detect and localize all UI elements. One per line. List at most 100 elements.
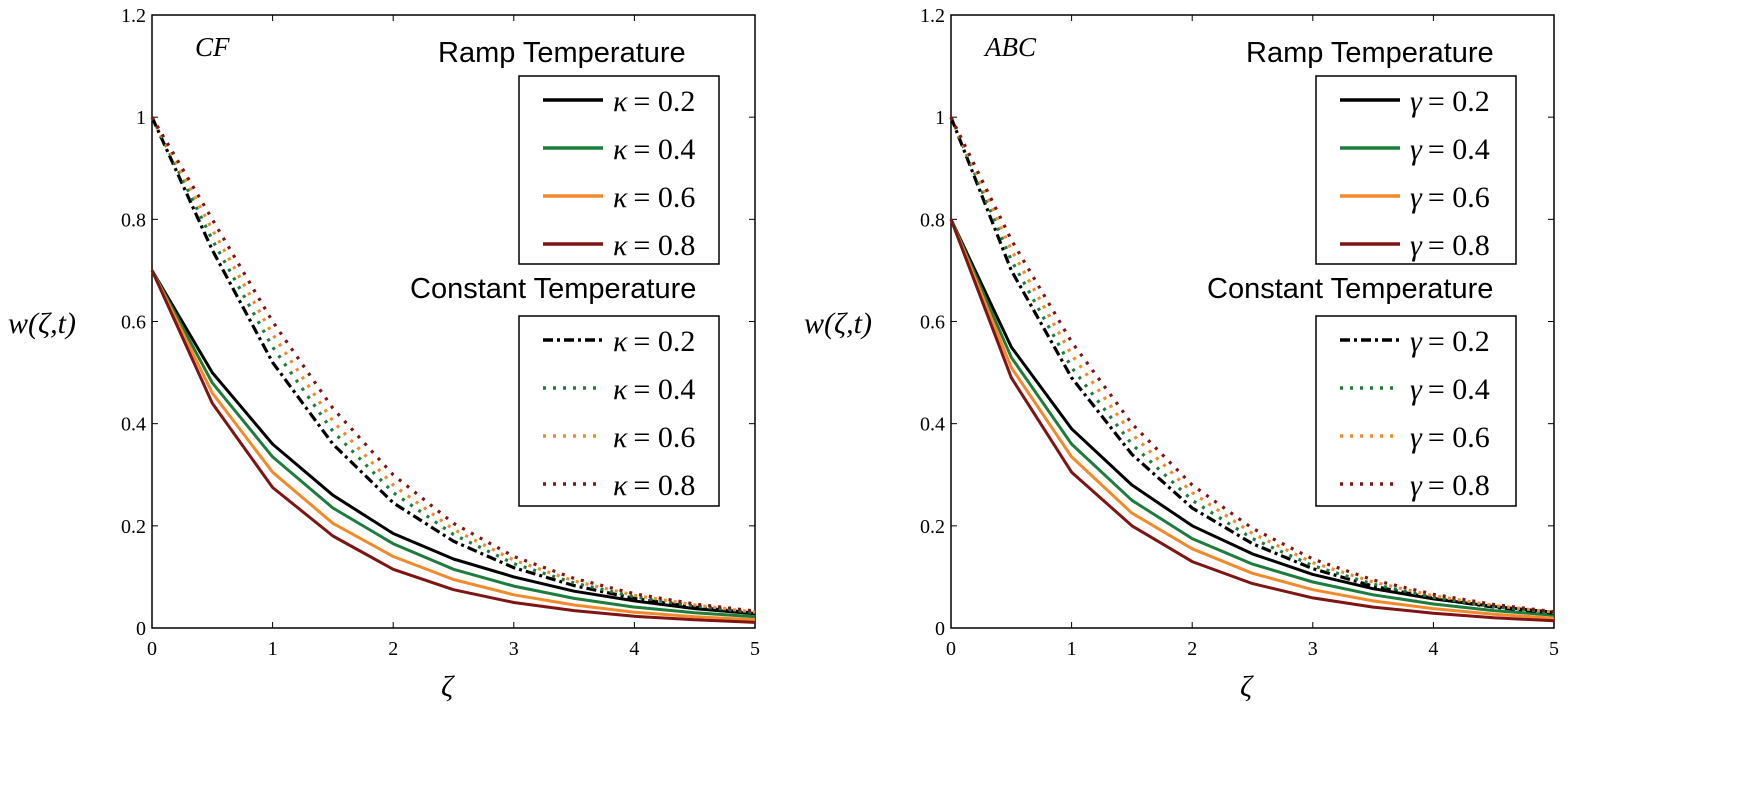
legend-label: κ = 0.8 xyxy=(613,469,695,502)
series-line-ramp-0-8 xyxy=(949,218,1555,623)
x-tick-label: 3 xyxy=(1308,638,1318,660)
x-tick-labels: 0 1 2 3 4 5 xyxy=(946,638,1559,660)
series-line-constant-0-4 xyxy=(150,116,756,615)
legend-group-ramp: Ramp Temperature γ = 0.2γ = 0.4γ = 0.6γ = 0.… xyxy=(1246,37,1517,265)
series-layer xyxy=(949,116,1555,623)
x-tick-label: 5 xyxy=(750,638,760,660)
series-line-ramp-0-4 xyxy=(949,218,1555,617)
y-tick-label: 1 xyxy=(935,107,945,129)
y-tick-label: 1.2 xyxy=(121,5,146,27)
legend-symbol: κ xyxy=(613,373,628,406)
legend-label: κ = 0.6 xyxy=(613,181,695,214)
x-tick-label: 3 xyxy=(509,638,519,660)
legend-box xyxy=(518,315,720,507)
legend-value: = 0.4 xyxy=(633,373,695,406)
legend-value: = 0.6 xyxy=(1428,181,1490,214)
legend-symbol: κ xyxy=(613,325,628,358)
y-tick-labels: 0 0.2 0.4 0.6 0.8 1 1.2 xyxy=(121,5,146,640)
y-tick-label: 0 xyxy=(935,618,945,640)
legend-value: = 0.8 xyxy=(1428,469,1490,502)
legend-group-constant: Constant Temperature γ = 0.2γ = 0.4γ = 0.6γ… xyxy=(1207,273,1517,507)
y-tick-label: 0 xyxy=(136,618,146,640)
chart-panel-abc: 0 1 2 3 4 5 0 0.2 0.4 0.6 0.8 1 1.2 ABC w(ζ,t) ζ Ra… xyxy=(804,5,1559,703)
series-line-ramp-0-6 xyxy=(949,218,1555,620)
x-tick-label: 2 xyxy=(388,638,398,660)
series-line-ramp-0-6 xyxy=(150,269,756,622)
y-axis-label: w(ζ,t) xyxy=(804,307,872,340)
legend-box xyxy=(1315,315,1517,507)
legend-rows: κ = 0.2κ = 0.4κ = 0.6κ = 0.8 xyxy=(543,85,695,262)
legend-label: γ = 0.4 xyxy=(1410,373,1490,406)
series-layer xyxy=(150,116,756,624)
legend-label: γ = 0.8 xyxy=(1410,469,1490,502)
legend-label: γ = 0.6 xyxy=(1410,421,1490,454)
legend-value: = 0.8 xyxy=(633,469,695,502)
legend-rows: κ = 0.2κ = 0.4κ = 0.6κ = 0.8 xyxy=(543,325,695,502)
legend-symbol: κ xyxy=(613,133,628,166)
x-axis-label: ζ xyxy=(441,670,455,703)
x-axis-label: ζ xyxy=(1240,670,1254,703)
chart-panel-cf: 0 1 2 3 4 5 0 0.2 0.4 0.6 0.8 1 1.2 CF w(ζ,t) ζ Ram… xyxy=(8,5,760,703)
y-tick-label: 0.8 xyxy=(920,209,945,231)
x-tick-label: 1 xyxy=(268,638,278,660)
tick-marks xyxy=(151,14,756,629)
legend-group-ramp: Ramp Temperature κ = 0.2κ = 0.4κ = 0.6κ = 0.… xyxy=(438,37,720,265)
legend-label: κ = 0.2 xyxy=(613,325,695,358)
series-line-constant-0-8 xyxy=(949,116,1555,614)
y-tick-label: 0.4 xyxy=(920,414,945,436)
legend-value: = 0.6 xyxy=(1428,421,1490,454)
legend-value: = 0.2 xyxy=(633,85,695,118)
panel-label: CF xyxy=(195,32,230,62)
legend-label: γ = 0.2 xyxy=(1410,85,1490,118)
legend-symbol: κ xyxy=(613,181,628,214)
legend-value: = 0.6 xyxy=(633,181,695,214)
legend-group-title: Constant Temperature xyxy=(1207,273,1493,305)
y-tick-label: 0.4 xyxy=(121,414,146,436)
legend-label: κ = 0.4 xyxy=(613,373,695,406)
tick-marks xyxy=(950,14,1555,629)
legend-symbol: γ xyxy=(1410,325,1423,358)
x-tick-labels: 0 1 2 3 4 5 xyxy=(147,638,760,660)
y-tick-label: 1.2 xyxy=(920,5,945,27)
x-tick-label: 4 xyxy=(1428,638,1438,660)
x-tick-label: 2 xyxy=(1187,638,1197,660)
y-tick-label: 0.8 xyxy=(121,209,146,231)
legend-symbol: γ xyxy=(1410,133,1423,166)
legend-value: = 0.6 xyxy=(633,421,695,454)
x-tick-label: 0 xyxy=(147,638,157,660)
legend-symbol: γ xyxy=(1410,85,1423,118)
legend-value: = 0.4 xyxy=(633,133,695,166)
legend-symbol: γ xyxy=(1410,421,1423,454)
series-line-ramp-0-8 xyxy=(150,269,756,624)
y-axis-label: w(ζ,t) xyxy=(8,307,76,340)
legend-label: γ = 0.2 xyxy=(1410,325,1490,358)
y-tick-label: 0.6 xyxy=(920,312,945,334)
x-tick-label: 5 xyxy=(1549,638,1559,660)
panel-label: ABC xyxy=(983,32,1037,62)
legend-value: = 0.2 xyxy=(1428,325,1490,358)
series-line-constant-0-2 xyxy=(150,116,756,615)
legend-rows: γ = 0.2γ = 0.4γ = 0.6γ = 0.8 xyxy=(1340,325,1490,502)
legend-label: κ = 0.2 xyxy=(613,85,695,118)
legend-symbol: κ xyxy=(613,469,628,502)
y-tick-labels: 0 0.2 0.4 0.6 0.8 1 1.2 xyxy=(920,5,945,640)
series-line-constant-0-6 xyxy=(150,116,756,614)
series-line-constant-0-8 xyxy=(150,116,756,613)
legend-value: = 0.2 xyxy=(633,325,695,358)
series-line-ramp-0-4 xyxy=(150,269,756,619)
legend-box xyxy=(518,75,720,265)
legend-value: = 0.8 xyxy=(1428,229,1490,262)
legend-symbol: κ xyxy=(613,229,628,262)
legend-symbol: γ xyxy=(1410,229,1423,262)
legend-group-title: Ramp Temperature xyxy=(1246,37,1494,69)
series-line-ramp-0-2 xyxy=(150,269,756,616)
y-tick-label: 0.6 xyxy=(121,312,146,334)
legend-label: γ = 0.4 xyxy=(1410,133,1490,166)
series-line-constant-0-4 xyxy=(949,116,1555,615)
x-tick-label: 4 xyxy=(629,638,639,660)
x-tick-label: 0 xyxy=(946,638,956,660)
legend-rows: γ = 0.2γ = 0.4γ = 0.6γ = 0.8 xyxy=(1340,85,1490,262)
legend-group-title: Ramp Temperature xyxy=(438,37,686,69)
y-tick-label: 0.2 xyxy=(121,516,146,538)
